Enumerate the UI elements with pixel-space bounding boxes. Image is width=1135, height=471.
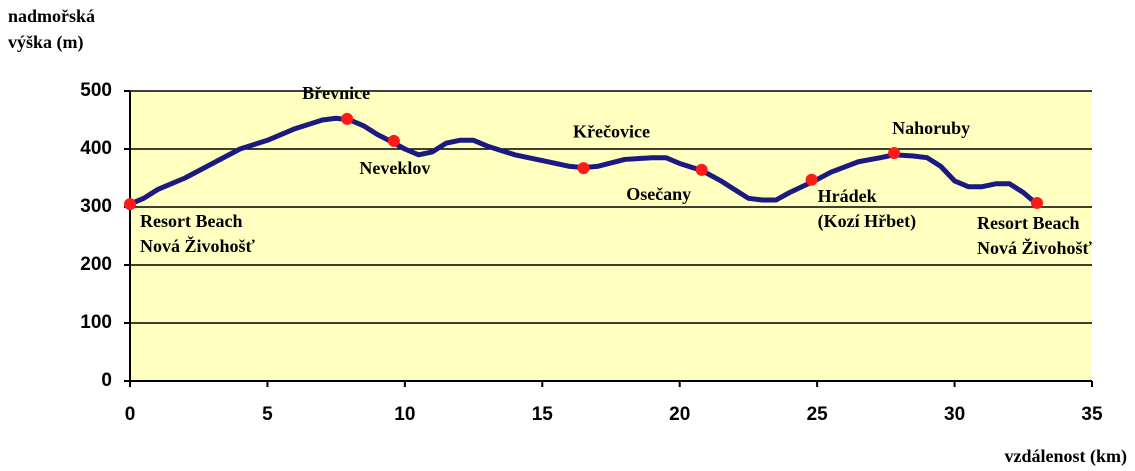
x-tick-label: 10: [394, 404, 415, 425]
y-axis-label: nadmořská: [8, 6, 95, 26]
place-label: Nová Živohošť: [977, 237, 1093, 258]
x-tick-label: 15: [532, 404, 554, 425]
place-label: Břevnice: [302, 83, 370, 103]
place-label: Osečany: [626, 184, 691, 204]
y-tick-label: 200: [80, 254, 112, 275]
place-label: Resort Beach: [977, 213, 1079, 233]
place-label: (Kozí Hřbet): [818, 211, 916, 232]
place-marker: [1031, 196, 1044, 209]
x-tick-label: 25: [807, 404, 829, 425]
x-axis-label: vzdálenost (km): [1005, 446, 1128, 467]
place-marker: [341, 112, 354, 125]
x-tick-label: 35: [1081, 404, 1103, 425]
y-tick-label: 0: [101, 370, 112, 391]
x-tick-label: 0: [125, 404, 136, 425]
place-label: Nahoruby: [892, 118, 970, 138]
y-axis-label: výška (m): [8, 32, 84, 53]
place-marker: [888, 147, 901, 160]
x-tick-label: 30: [944, 404, 965, 425]
place-marker: [695, 163, 708, 176]
place-label: Nová Živohošť: [140, 235, 256, 256]
plot-area: [130, 91, 1092, 381]
y-tick-label: 100: [80, 312, 112, 333]
place-marker: [124, 198, 136, 211]
place-label: Resort Beach: [140, 211, 242, 231]
place-marker: [387, 134, 400, 147]
x-tick-label: 5: [262, 404, 273, 425]
place-label: Křečovice: [573, 121, 650, 141]
place-label: Hrádek: [818, 186, 877, 206]
place-label: Neveklov: [359, 158, 430, 178]
y-tick-label: 300: [80, 196, 112, 217]
y-tick-label: 500: [80, 80, 112, 101]
x-tick-label: 20: [669, 404, 690, 425]
place-marker: [577, 162, 590, 175]
y-tick-label: 400: [80, 138, 112, 159]
place-marker: [805, 173, 818, 186]
elevation-line: [129, 115, 1039, 207]
